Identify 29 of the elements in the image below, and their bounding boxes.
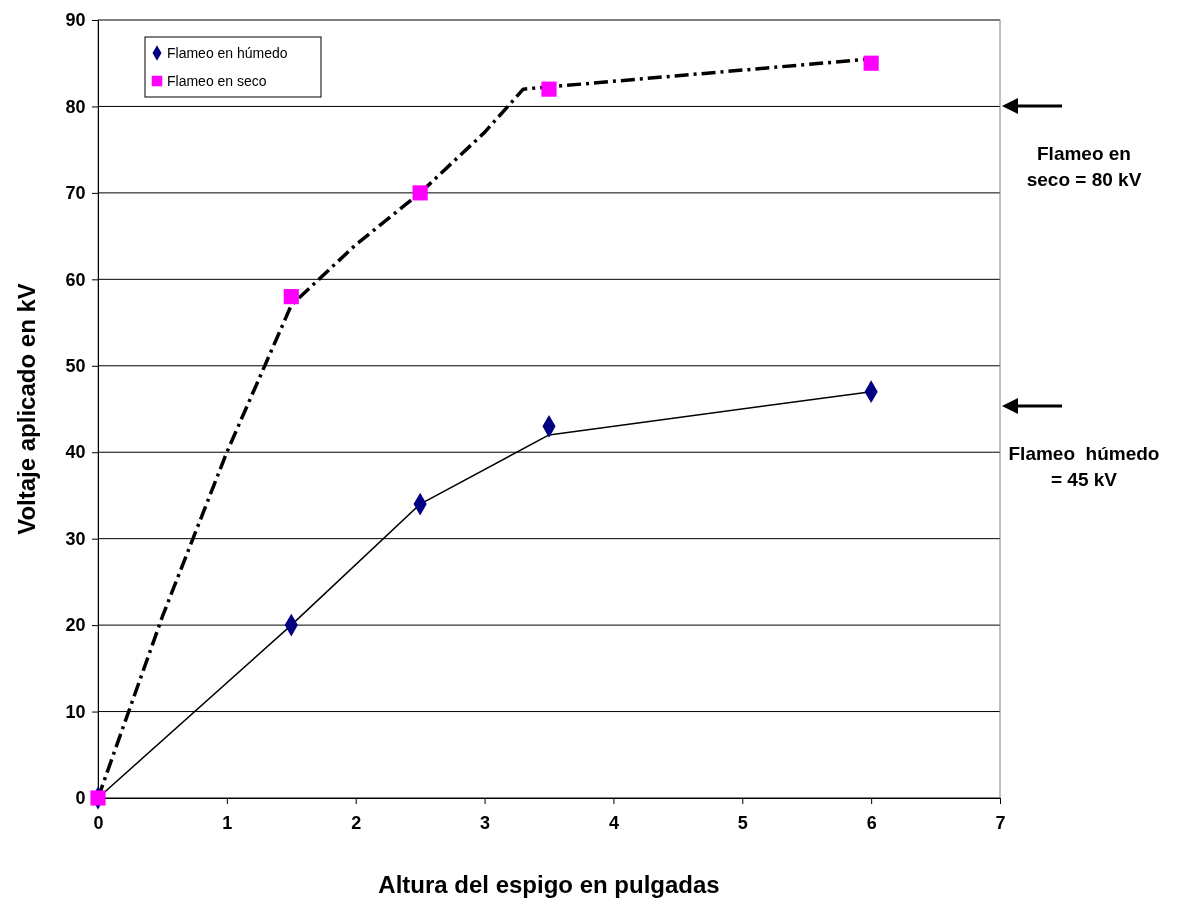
x-tick-label: 6: [866, 812, 877, 833]
text: Flameo en seco = 80 kV: [1026, 143, 1142, 190]
point: [412, 185, 428, 201]
y-tick-label: 70: [65, 183, 86, 204]
point: [90, 790, 106, 806]
y-tick-label: 50: [65, 356, 86, 377]
x-tick-label: 5: [737, 812, 748, 833]
y-tick-label: 90: [65, 10, 86, 31]
x-axis-title: Altura del espigo en pulgadas: [378, 871, 720, 898]
y-axis-title: Voltaje aplicado en kV: [13, 283, 40, 535]
x-tick-label: 2: [351, 812, 362, 833]
x-tick-label: 3: [480, 812, 491, 833]
text: Flameo húmedo = 45 kV: [1008, 443, 1160, 490]
point: [541, 81, 557, 97]
y-tick-label: 40: [65, 442, 86, 463]
point: [863, 55, 879, 71]
legend-label: Flameo en húmedo: [167, 45, 288, 61]
x-tick-label: 7: [995, 812, 1006, 833]
y-tick-label: 30: [65, 528, 86, 549]
y-tick-label: 60: [65, 269, 86, 290]
y-tick-label: 0: [75, 788, 86, 809]
x-tick-label: 0: [93, 812, 104, 833]
x-tick-label: 4: [608, 812, 619, 833]
y-tick-label: 10: [65, 701, 86, 722]
point: [283, 289, 299, 305]
y-tick-label: 80: [65, 96, 86, 117]
legend-label: Flameo en seco: [167, 73, 267, 89]
y-tick-label: 20: [65, 615, 86, 636]
x-tick-label: 1: [222, 812, 233, 833]
